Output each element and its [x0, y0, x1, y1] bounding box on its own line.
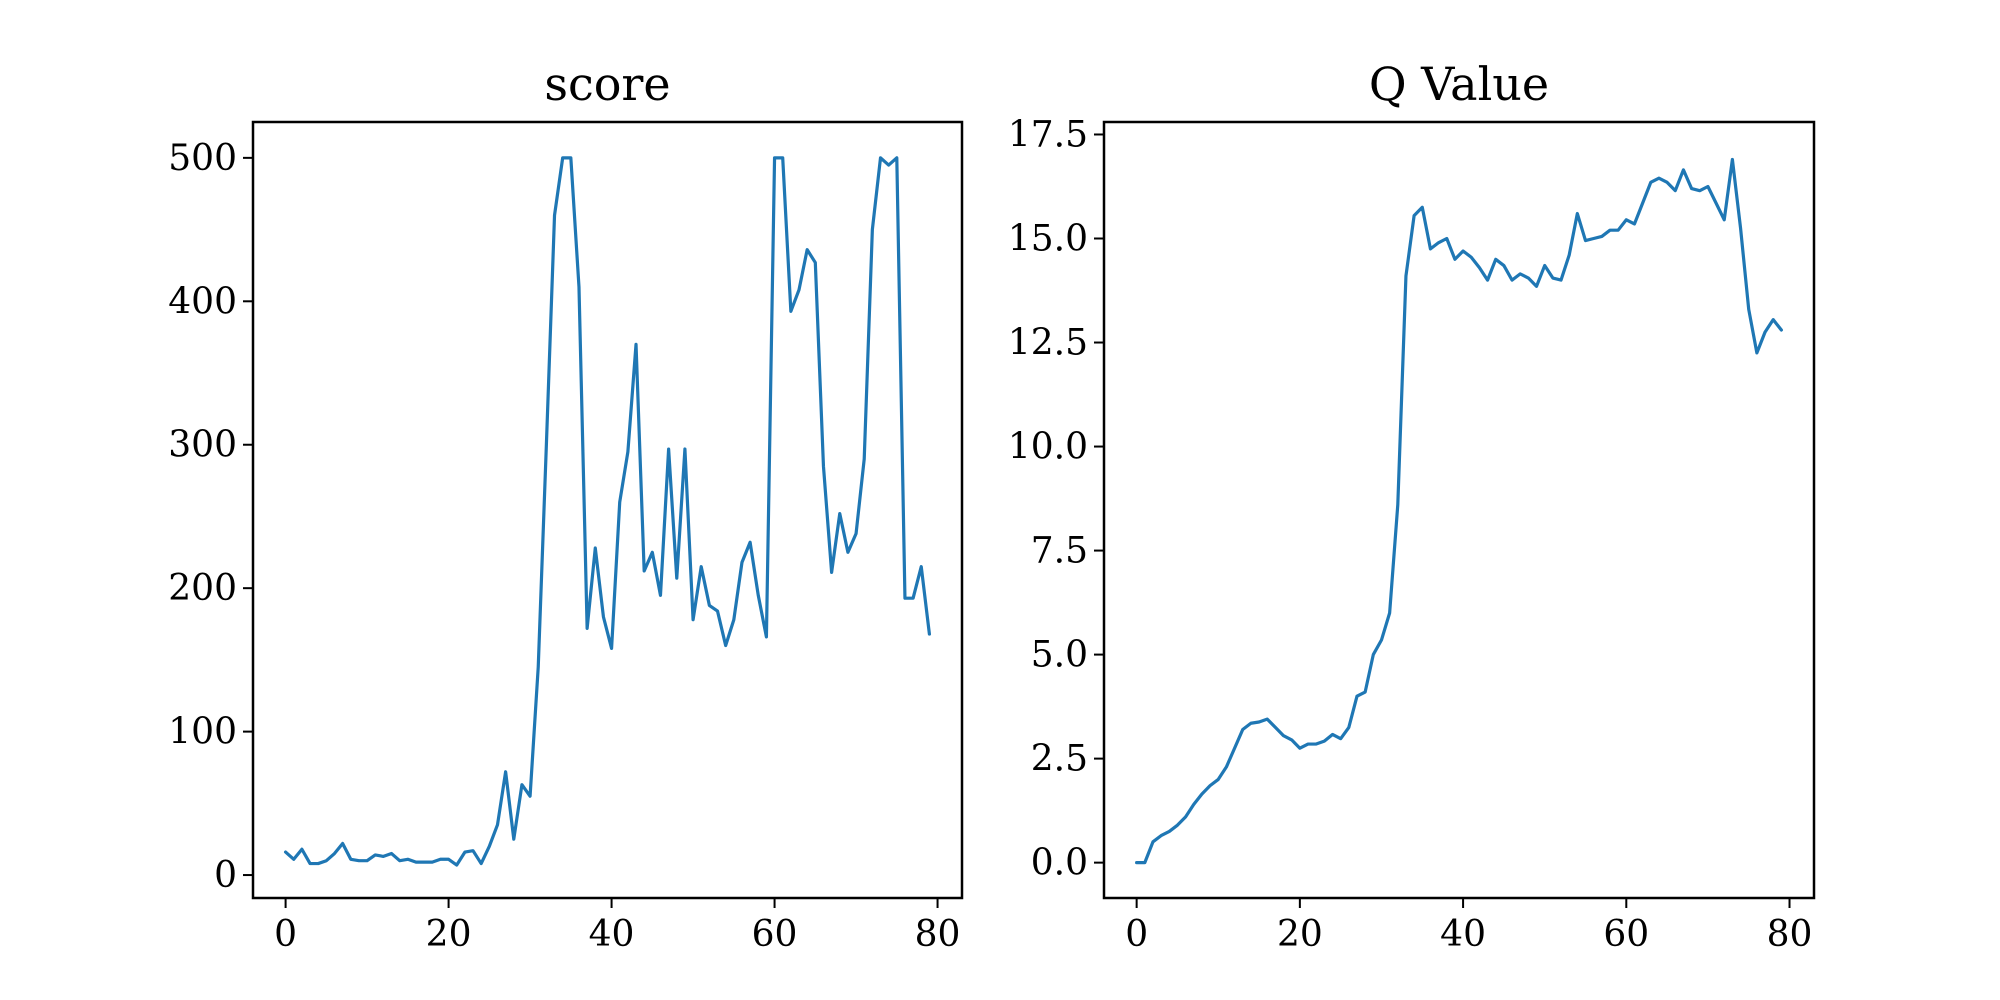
y-tick-label: 200 — [168, 568, 237, 609]
y-tick-label: 400 — [168, 281, 237, 322]
y-tick-label: 100 — [168, 712, 237, 753]
x-tick-label: 60 — [1603, 914, 1649, 955]
x-tick-label: 40 — [1440, 914, 1486, 955]
y-tick-label: 0.0 — [1031, 843, 1088, 884]
x-tick-label: 20 — [1277, 914, 1323, 955]
y-tick-label: 5.0 — [1031, 635, 1088, 676]
plot-frame — [1102, 120, 1816, 900]
y-tick-label: 300 — [168, 425, 237, 466]
chart-title: Q Value — [1369, 57, 1549, 111]
y-tick-label: 0 — [214, 855, 237, 896]
x-tick-label: 40 — [589, 914, 635, 955]
q-value-panel: Q Value 0 20 40 60 80 0.0 2.5 5.0 7.5 10.0 12.5 15.0… — [1008, 57, 1816, 955]
x-tick-label: 0 — [1125, 914, 1148, 955]
x-tick-label: 0 — [274, 914, 297, 955]
plot-frame — [251, 120, 964, 900]
x-tick-label: 80 — [915, 914, 961, 955]
chart-title: score — [544, 57, 670, 111]
series-line-0 — [284, 156, 932, 867]
y-tick-label: 15.0 — [1008, 219, 1088, 260]
y-tick-label: 10.0 — [1008, 427, 1088, 468]
series-line-0 — [1135, 157, 1783, 865]
y-tick-label: 500 — [168, 138, 237, 179]
y-tick-label: 12.5 — [1008, 323, 1088, 364]
y-tick-label: 2.5 — [1031, 739, 1088, 780]
x-tick-label: 60 — [752, 914, 798, 955]
y-tick-label: 7.5 — [1031, 531, 1088, 572]
x-tick-label: 80 — [1767, 914, 1813, 955]
x-tick-label: 20 — [426, 914, 472, 955]
score-panel: score 0 20 40 60 80 0 100 200 300 400 500 — [168, 57, 964, 955]
y-tick-label: 17.5 — [1008, 114, 1088, 155]
